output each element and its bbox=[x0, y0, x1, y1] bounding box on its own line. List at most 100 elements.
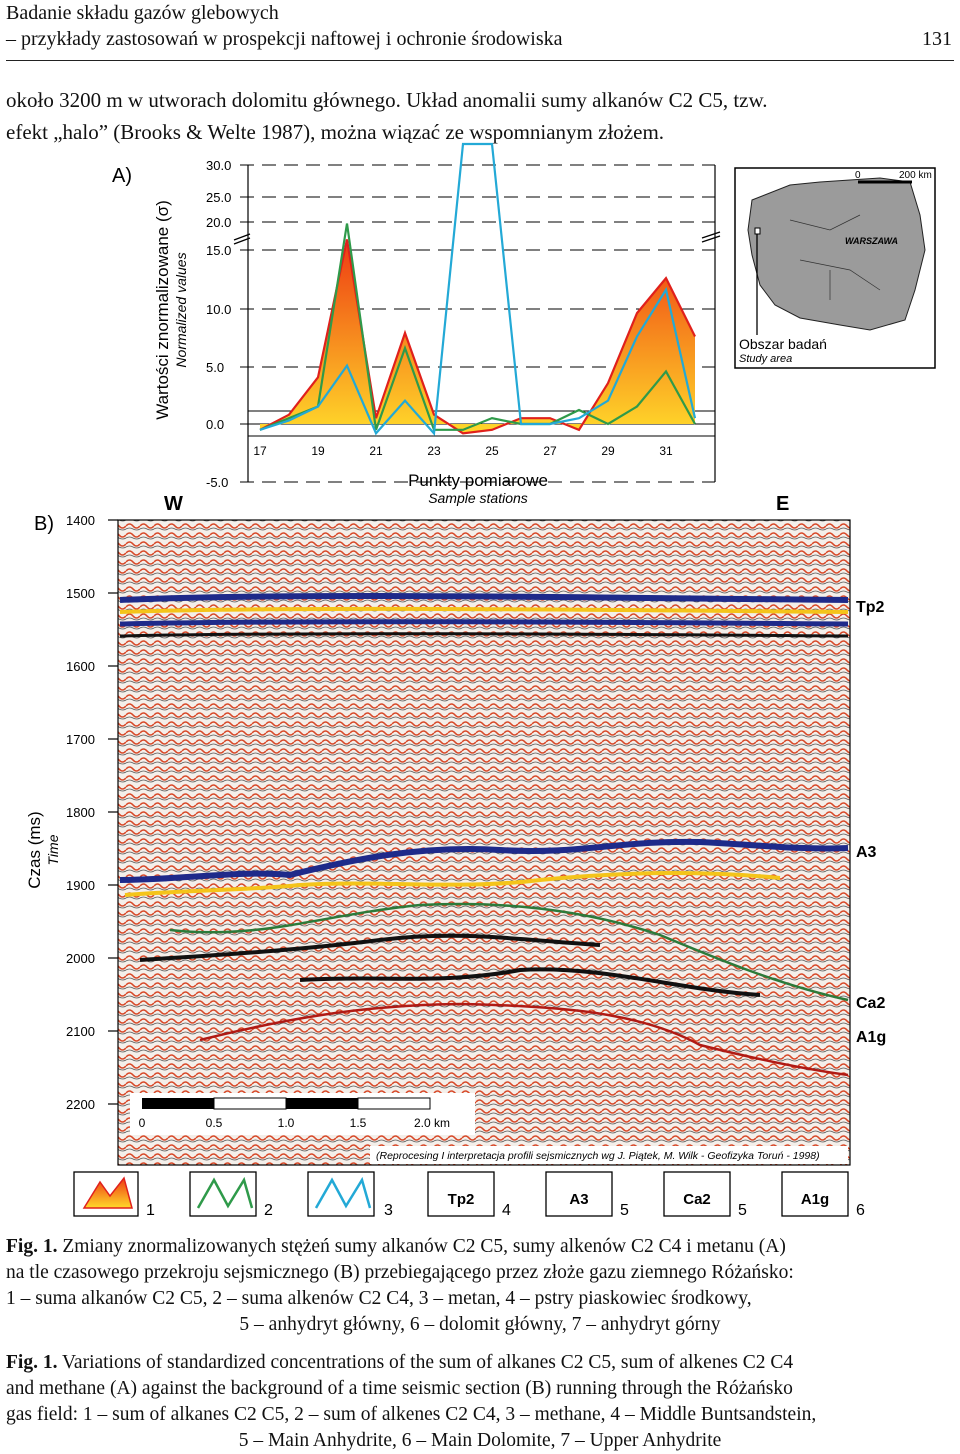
y-tick-label: 10.0 bbox=[206, 302, 231, 317]
scale-label: 0.5 bbox=[206, 1116, 223, 1130]
legend-box-label: Tp2 bbox=[448, 1191, 475, 1208]
time-tick-label: 1500 bbox=[66, 586, 95, 601]
body-text-line-2: efekt „halo” (Brooks & Welte 1987), możn… bbox=[6, 120, 665, 144]
x-tick-label: 23 bbox=[427, 444, 441, 458]
horizon-label: A1g bbox=[856, 1029, 886, 1046]
caption-pl: Fig. 1. Zmiany znormalizowanych stężeń s… bbox=[6, 1234, 954, 1338]
panel-a-ylabel: Wartości znormalizowane (σ) bbox=[153, 200, 172, 420]
panel-b-ylabel: Czas (ms) bbox=[25, 811, 44, 888]
horizon-label: Ca2 bbox=[856, 995, 885, 1012]
time-tick-label: 1800 bbox=[66, 805, 95, 820]
legend-number: 4 bbox=[502, 1202, 511, 1219]
legend-box-label: Ca2 bbox=[683, 1191, 711, 1208]
panel-a-ylabel-en: Normalized values bbox=[173, 252, 189, 367]
caption-en-line-4: 5 – Main Anhydrite, 6 – Main Dolomite, 7… bbox=[238, 1430, 722, 1451]
legend: Tp2 A3 Ca2 A1g 1 2 3 4 5 5 6 bbox=[73, 1171, 865, 1219]
caption-en-line-3: gas field: 1 – sum of alkanes C2 C5, 2 –… bbox=[6, 1404, 817, 1425]
time-tick-label: 1900 bbox=[66, 878, 95, 893]
time-tick-label: 1600 bbox=[66, 659, 95, 674]
map-city-label: WARSZAWA bbox=[845, 236, 898, 246]
alkenes-line bbox=[259, 223, 696, 431]
header-rule bbox=[6, 60, 954, 61]
legend-alkanes-icon bbox=[82, 1176, 133, 1209]
x-tick-label: 31 bbox=[659, 444, 673, 458]
x-axis-title: Punkty pomiarowe bbox=[408, 471, 548, 490]
map-scale-zero: 0 bbox=[855, 170, 861, 181]
time-tick-label: 2100 bbox=[66, 1024, 95, 1039]
west-label: W bbox=[164, 493, 183, 515]
panel-a-label: A) bbox=[112, 165, 132, 187]
caption-en-line-1: Variations of standardized concentration… bbox=[62, 1352, 794, 1373]
y-tick-labels: 30.0 25.0 20.0 15.0 10.0 5.0 0.0 -5.0 bbox=[206, 158, 231, 490]
panel-b-ylabel-en: Time bbox=[45, 834, 61, 865]
caption-pl-line-4: 5 – anhydryt główny, 6 – dolomit główny,… bbox=[239, 1314, 721, 1335]
legend-box bbox=[427, 1171, 495, 1217]
caption-en: Fig. 1. Variations of standardized conce… bbox=[6, 1350, 954, 1454]
y-tick-label: 30.0 bbox=[206, 158, 231, 173]
legend-number: 5 bbox=[620, 1202, 629, 1219]
y-tick-label: 5.0 bbox=[206, 360, 224, 375]
legend-box-label: A3 bbox=[569, 1191, 588, 1208]
legend-box-label: A1g bbox=[801, 1191, 829, 1208]
axis-break-marks bbox=[233, 231, 721, 245]
time-tick-label: 1400 bbox=[66, 513, 95, 528]
legend-box bbox=[781, 1171, 849, 1217]
legend-box bbox=[545, 1171, 613, 1217]
legend-box bbox=[663, 1171, 731, 1217]
distance-scale-bar bbox=[142, 1097, 431, 1110]
y-tick-label: 25.0 bbox=[206, 190, 231, 205]
section-credit: (Reprocesing I interpretacja profili sej… bbox=[376, 1150, 820, 1162]
running-header-title: Badanie składu gazów glebowych bbox=[6, 2, 279, 24]
plot-area bbox=[259, 142, 697, 436]
y-tick-label: 15.0 bbox=[206, 243, 231, 258]
x-tick-label: 25 bbox=[485, 444, 499, 458]
horizon-label: Tp2 bbox=[856, 599, 885, 616]
alkanes-area bbox=[260, 239, 695, 434]
distance-scale-labels: 0 0.5 1.0 1.5 2.0 km bbox=[139, 1116, 450, 1130]
east-label: E bbox=[776, 493, 789, 515]
caption-pl-label: Fig. 1. bbox=[6, 1236, 58, 1257]
caption-pl-line-2: na tle czasowego przekroju sejsmicznego … bbox=[6, 1262, 794, 1283]
legend-number: 3 bbox=[384, 1202, 393, 1219]
y-tick-label: 0.0 bbox=[206, 417, 224, 432]
scale-label: 0 bbox=[139, 1116, 146, 1130]
legend-number: 1 bbox=[146, 1202, 155, 1219]
caption-pl-line-1: Zmiany znormalizowanych stężeń sumy alka… bbox=[62, 1236, 786, 1257]
x-tick-label: 21 bbox=[369, 444, 383, 458]
legend-alkenes-icon bbox=[196, 1176, 254, 1209]
seismic-section: 0 0.5 1.0 1.5 2.0 km (Reprocesing I interpre… bbox=[117, 519, 851, 1166]
horizon-labels: Tp2 A3 Ca2 A1g bbox=[856, 599, 886, 1046]
scale-label: 1.5 bbox=[350, 1116, 367, 1130]
x-axis-title-en: Sample stations bbox=[428, 490, 528, 506]
x-tick-label: 17 bbox=[253, 444, 267, 458]
figure: A) Wartości znormalizowane (σ) Normalize… bbox=[25, 142, 936, 1219]
caption-pl-line-3: 1 – suma alkanów C2 C5, 2 – suma alkenów… bbox=[6, 1288, 752, 1309]
legend-number: 6 bbox=[856, 1202, 865, 1219]
page-number: 131 bbox=[922, 28, 952, 50]
caption-en-line-2: and methane (A) against the background o… bbox=[6, 1378, 793, 1399]
scale-label: 1.0 bbox=[278, 1116, 295, 1130]
running-header-subtitle: – przykłady zastosowań w prospekcji naft… bbox=[6, 28, 563, 50]
x-tick-labels: 17 19 21 23 25 27 29 31 bbox=[253, 444, 673, 458]
y-tick-label: -5.0 bbox=[206, 475, 228, 490]
time-axis-ticks: 1400 1500 1600 1700 1800 1900 2000 2100 2200 bbox=[66, 513, 118, 1112]
study-area-label-en: Study area bbox=[739, 353, 792, 365]
horizon-label: A3 bbox=[856, 844, 877, 861]
study-area-label: Obszar badań bbox=[739, 336, 827, 352]
x-tick-label: 29 bbox=[601, 444, 615, 458]
panel-b-label: B) bbox=[34, 513, 54, 535]
legend-number: 5 bbox=[738, 1202, 747, 1219]
time-tick-label: 2200 bbox=[66, 1097, 95, 1112]
y-tick-label: 20.0 bbox=[206, 215, 231, 230]
legend-methane-icon bbox=[314, 1176, 372, 1209]
methane-line bbox=[259, 142, 697, 436]
location-map: 0 200 km WARSZAWA Obszar badań Study are… bbox=[734, 167, 936, 369]
scale-label: 2.0 km bbox=[414, 1116, 450, 1130]
x-tick-label: 19 bbox=[311, 444, 325, 458]
time-tick-label: 1700 bbox=[66, 732, 95, 747]
caption-en-label: Fig. 1. bbox=[6, 1352, 58, 1373]
body-text-line-1: około 3200 m w utworach dolomitu główneg… bbox=[6, 88, 768, 112]
x-tick-label: 27 bbox=[543, 444, 557, 458]
map-scale-km: 200 km bbox=[899, 170, 932, 181]
time-tick-label: 2000 bbox=[66, 951, 95, 966]
